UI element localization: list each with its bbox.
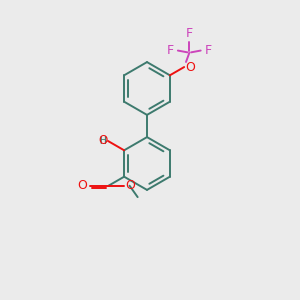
Text: F: F <box>204 44 211 57</box>
Text: F: F <box>186 27 193 40</box>
Text: O: O <box>78 179 88 192</box>
Text: O: O <box>125 179 135 192</box>
Text: H: H <box>99 136 106 146</box>
Text: O: O <box>185 61 195 74</box>
Text: F: F <box>167 44 174 57</box>
Text: O: O <box>98 134 108 148</box>
